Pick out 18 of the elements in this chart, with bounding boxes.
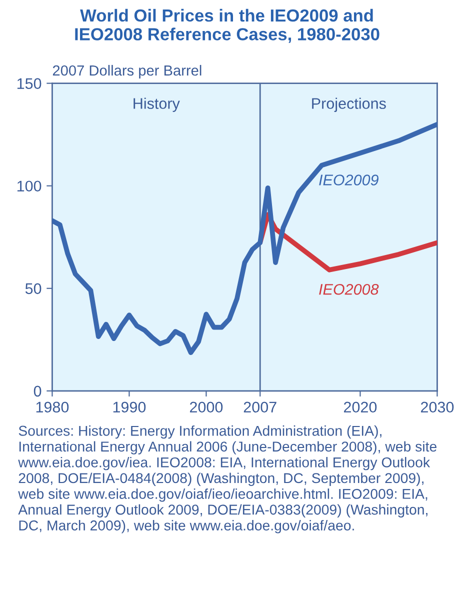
band-label: History	[134, 98, 180, 112]
band-label: Projections	[312, 98, 386, 112]
x-tick-label: 1990	[113, 402, 146, 413]
y-tick-label: 50	[25, 283, 42, 294]
x-tick-label: 2000	[190, 402, 223, 413]
series-label: IEO2009	[319, 174, 378, 186]
source-note: Sources: History: Energy Information Administration (EIA), International Energy Annual 2006 (June-December 2008), web site www.eia.doe.gov/iea. IEO2008: EIA, International Energy Outlook 2008, DOE/EIA-0484(2008) (Washington, DC, September 2009), web site www.eia.doe.gov/oiaf/ieo/ieoarchive.html. IEO2009: EIA, Annual Energy Outlook 2009, DOE/EIA-0383(2009) (Washington, DC, March 2009), web site www.eia.doe.gov/oiaf/aeo.	[18, 425, 436, 534]
y-axis-title: 2007 Dollars per Barrel	[52, 64, 202, 79]
line-series	[52, 122, 438, 355]
x-tick-label: 2007	[244, 402, 276, 413]
x-tick-label: 2020	[344, 402, 377, 413]
chart-title: World Oil Prices in the IEO2009 and IEO2008 Reference Cases, 1980-2030	[75, 8, 380, 43]
y-tick-label: 0	[34, 386, 42, 397]
x-tick-label: 2030	[420, 402, 454, 413]
series-label: IEO2008	[319, 284, 379, 295]
y-tick-label: 150	[17, 78, 42, 89]
y-tick-label: 100	[17, 180, 42, 192]
x-tick-label: 1980	[36, 402, 69, 413]
